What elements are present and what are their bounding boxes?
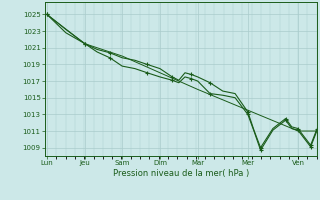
X-axis label: Pression niveau de la mer( hPa ): Pression niveau de la mer( hPa ) [113, 169, 249, 178]
